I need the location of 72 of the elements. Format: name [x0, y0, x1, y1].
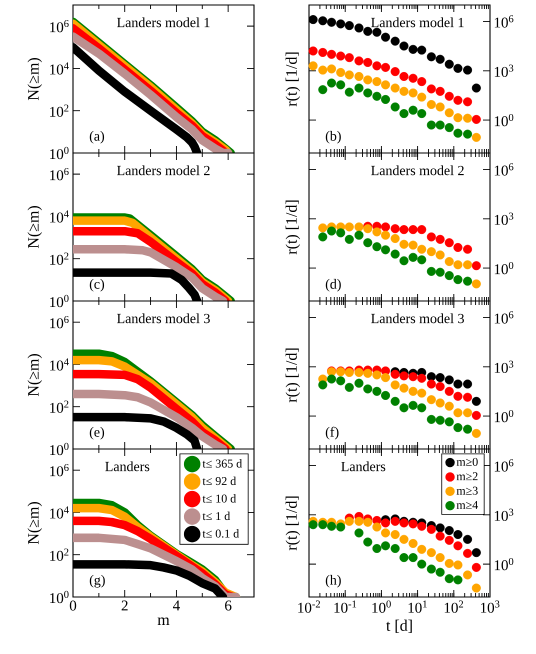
y-tick-label: 10$^{4}$	[50, 210, 69, 223]
text: Landers model 1	[117, 17, 210, 28]
y-tick-label: 10$^{3}$	[494, 508, 514, 521]
legend-label: t≤ 10 d	[202, 494, 236, 503]
legend-label: m≥2	[456, 472, 478, 480]
y-axis-title: r(t) [1/d]	[286, 348, 300, 402]
annotation: (f)	[326, 426, 339, 440]
annotation: (g)	[90, 574, 105, 588]
y-tick-label: 10$^{0}$	[494, 114, 514, 126]
x-tick-label: 0	[70, 600, 76, 611]
legend-label: t≤ 92 d	[202, 476, 236, 486]
y-tick-label: 10$^{6}$	[50, 168, 69, 180]
y-tick-label: 10$^{4}$	[50, 506, 69, 519]
y-tick-label: 10$^{6}$	[50, 20, 69, 32]
y-tick-label: 10$^{3}$	[494, 360, 514, 373]
y-tick-label: 10$^{4}$	[50, 358, 69, 371]
y-axis-title: N(≥m)	[28, 206, 42, 248]
text: Landers model 2	[117, 165, 210, 176]
y-axis-title: N(≥m)	[28, 354, 42, 396]
annotation: (a)	[90, 130, 104, 144]
x-tick-label: 10$^{0}$	[372, 600, 391, 613]
y-tick-label: 10$^{6}$	[494, 459, 514, 472]
legend-label: m≥4	[456, 501, 478, 509]
legend-label: m≥3	[456, 486, 478, 495]
x-axis-title: t [d]	[386, 620, 412, 633]
x-axis-title: m	[158, 617, 170, 625]
y-tick-label: 10$^{4}$	[50, 62, 69, 75]
annotation: (b)	[326, 130, 341, 144]
text: Landers model 3	[117, 313, 210, 324]
text: Landers model 1	[371, 17, 464, 28]
y-tick-label: 10$^{3}$	[494, 64, 514, 77]
x-tick-label: 6	[225, 600, 232, 611]
y-tick-label: 10$^{0}$	[50, 294, 69, 308]
x-tick-label: 4	[172, 600, 180, 610]
y-tick-label: 10$^{0}$	[494, 262, 514, 274]
y-axis-title: N(≥m)	[28, 58, 42, 100]
x-tick-label: 2	[122, 600, 128, 610]
y-tick-label: 10$^{2}$	[50, 400, 68, 413]
legend-label: t≤ 0.1 d	[202, 529, 240, 538]
legend-label: m≥0	[456, 458, 478, 466]
x-tick-label: 10$^{2}$	[444, 600, 464, 613]
text: Landers	[341, 461, 386, 472]
text: Landers	[105, 461, 150, 472]
y-tick-label: 10$^{6}$	[494, 311, 514, 324]
y-tick-label: 10$^{6}$	[50, 316, 69, 328]
text: Landers model 2	[371, 165, 464, 176]
x-tick-label: 10$^{-2}$	[298, 600, 320, 613]
annotation: (c)	[90, 278, 104, 292]
x-tick-label: 10$^{-1}$	[334, 600, 356, 613]
y-axis-title: r(t) [1/d]	[286, 200, 300, 254]
annotation: (e)	[90, 426, 104, 440]
legend-label: t≤ 1 d	[202, 512, 230, 520]
y-tick-label: 10$^{0}$	[494, 558, 514, 570]
y-axis-title: r(t) [1/d]	[286, 52, 300, 106]
y-axis-title: r(t) [1/d]	[286, 496, 300, 550]
y-tick-label: 10$^{6}$	[494, 15, 514, 28]
y-tick-label: 10$^{2}$	[50, 252, 68, 265]
y-tick-label: 10$^{3}$	[494, 212, 514, 225]
y-tick-label: 10$^{2}$	[50, 104, 68, 117]
x-tick-label: 10$^{3}$	[480, 600, 500, 613]
y-tick-label: 10$^{0}$	[50, 442, 69, 456]
annotation: (d)	[326, 278, 341, 292]
y-tick-label: 10$^{0}$	[494, 410, 514, 422]
legend-label: t≤ 365 d	[202, 459, 242, 468]
annotation: (h)	[326, 574, 341, 588]
y-tick-label: 10$^{6}$	[494, 163, 514, 176]
y-axis-title: N(≥m)	[28, 502, 42, 544]
text: Landers model 3	[371, 313, 464, 324]
x-tick-label: 10$^{1}$	[408, 600, 427, 613]
y-tick-label: 10$^{6}$	[50, 464, 69, 476]
y-tick-label: 10$^{2}$	[50, 548, 68, 561]
y-tick-label: 10$^{0}$	[50, 146, 69, 160]
